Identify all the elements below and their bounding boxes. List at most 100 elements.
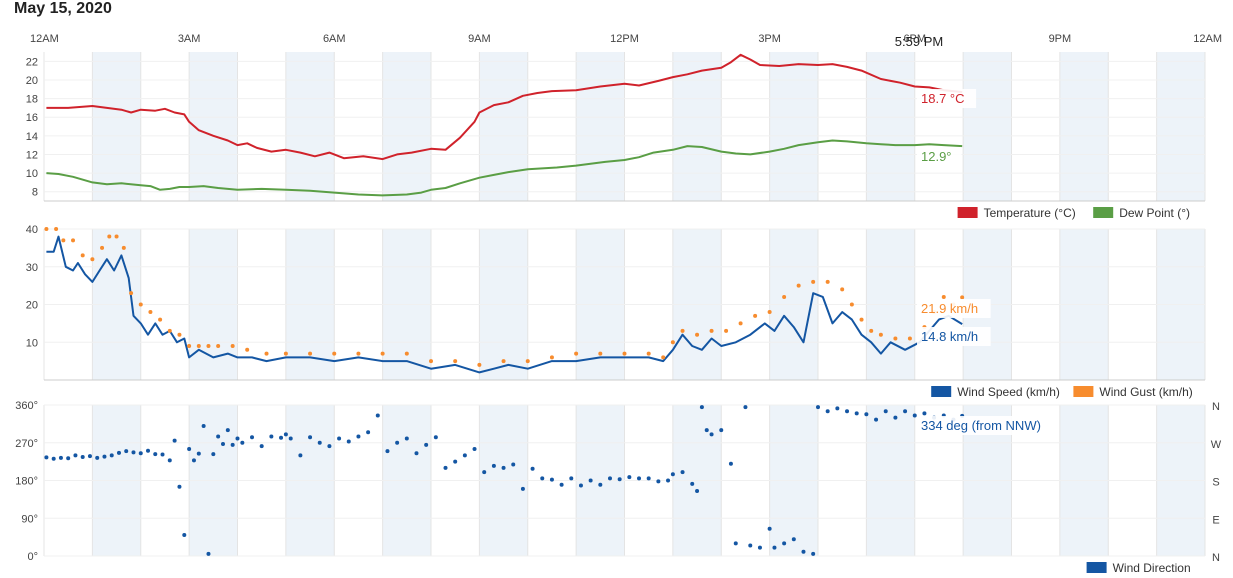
wind-direction-point [51, 456, 56, 461]
wind-gust-point [811, 279, 816, 284]
wind-gust-point [767, 310, 772, 315]
wind-direction-point [337, 436, 342, 441]
wind-direction-point [646, 476, 651, 481]
wind-direction-point [375, 413, 380, 418]
wind-direction-point [308, 435, 313, 440]
wind-direction-point [116, 450, 121, 455]
wind-direction-point [102, 454, 107, 459]
wind-direction-point [578, 483, 583, 488]
wind-gust-point [695, 332, 700, 337]
hour-band [576, 52, 625, 201]
wind-gust-point [840, 287, 845, 292]
current-value-bg [917, 416, 1057, 435]
wind-direction-point [903, 409, 908, 414]
wind-direction-point [58, 455, 63, 460]
wind-direction-point [230, 442, 235, 447]
wind-gust-point [177, 332, 182, 337]
wind-gust-point [738, 321, 743, 326]
wind-gust-point [622, 351, 627, 356]
wind-direction-point [874, 417, 879, 422]
wind-gust-point [356, 351, 361, 356]
hour-band [382, 52, 431, 201]
hour-band [866, 52, 915, 201]
wind-gust-point [869, 328, 874, 333]
wind-direction-point [569, 476, 574, 481]
wind-direction-point [73, 453, 78, 458]
wind-gust-point [646, 351, 651, 356]
wind-direction-point [196, 451, 201, 456]
dew-point-line [46, 139, 963, 197]
wind-gust-point [477, 362, 482, 367]
legend-label: Wind Direction [1113, 561, 1191, 575]
wind-direction-point [138, 451, 143, 456]
y-tick-label: 90° [21, 513, 38, 525]
y-tick-label: 10 [26, 168, 38, 180]
wind-gust-point [308, 351, 313, 356]
y-tick-label: 40 [26, 224, 38, 236]
wind-direction-point [757, 545, 762, 550]
wind-direction-point [433, 435, 438, 440]
time-axis-label: 12PM [610, 33, 639, 45]
wind-gust-point [549, 355, 554, 360]
time-axis-label: 12AM [30, 33, 59, 45]
wind-direction-point [835, 406, 840, 411]
legend-label: Dew Point (°) [1119, 206, 1190, 220]
wind-gust-point [878, 332, 883, 337]
wind-direction-point [206, 551, 211, 556]
wind-gust-point [907, 336, 912, 341]
wind-direction-point [259, 444, 264, 449]
legend-swatch [957, 207, 978, 218]
wind-direction-point [235, 436, 240, 441]
y-tick-label: 20 [26, 75, 38, 87]
wind-direction-point [893, 415, 898, 420]
wind-direction-point [172, 438, 177, 443]
wind-direction-point [816, 405, 820, 410]
compass-tick-label: W [1211, 439, 1222, 451]
wind-gust-point [574, 351, 579, 356]
wind-gust-point [941, 294, 946, 299]
y-tick-label: 30 [26, 262, 38, 274]
wind-direction-point [743, 405, 748, 410]
current-value-label: 21.9 km/h [921, 301, 978, 316]
wind-direction-point [854, 411, 859, 416]
wind-direction-point [912, 413, 917, 418]
wind-direction-point [250, 435, 255, 440]
hour-band [285, 52, 335, 201]
wind-direction-point [617, 477, 622, 482]
wind-direction-point [520, 486, 525, 491]
wind-gust-point [859, 317, 864, 322]
y-tick-label: 20 [26, 300, 38, 312]
wind-gust-point [129, 291, 134, 296]
wind-direction-point [670, 472, 675, 477]
wind-gust-point [80, 253, 85, 258]
wind-direction-point [366, 430, 371, 435]
compass-tick-label: N [1212, 401, 1220, 413]
wind-direction-point [453, 459, 458, 464]
current-value-bg [917, 89, 977, 108]
wind-direction-point [491, 463, 496, 468]
wind-gust-point [114, 234, 119, 239]
wind-direction-point [414, 451, 419, 456]
hour-band [672, 52, 722, 201]
y-tick-label: 180° [15, 476, 38, 488]
wind-direction-point [240, 440, 245, 445]
page-title: May 15, 2020 [14, 0, 112, 17]
hour-band [479, 52, 528, 201]
wind-gust-point [680, 328, 685, 333]
wind-direction-point [719, 428, 724, 433]
hour-band [1156, 52, 1205, 201]
wind-gust-point [187, 344, 192, 349]
y-tick-label: 12 [26, 149, 38, 161]
temperature-line [46, 53, 963, 161]
current-value-bg [917, 299, 991, 318]
time-axis-label: 9PM [1049, 33, 1072, 45]
wind-direction-point [825, 409, 830, 414]
wind-direction-point [704, 428, 709, 433]
wind-gust-point [429, 359, 433, 364]
wind-direction-point [666, 478, 671, 483]
wind-direction-point [656, 479, 661, 484]
wind-direction-point [346, 439, 351, 444]
compass-tick-label: N [1212, 552, 1220, 564]
wind-direction-point [598, 482, 603, 487]
wind-direction-point [327, 444, 332, 449]
